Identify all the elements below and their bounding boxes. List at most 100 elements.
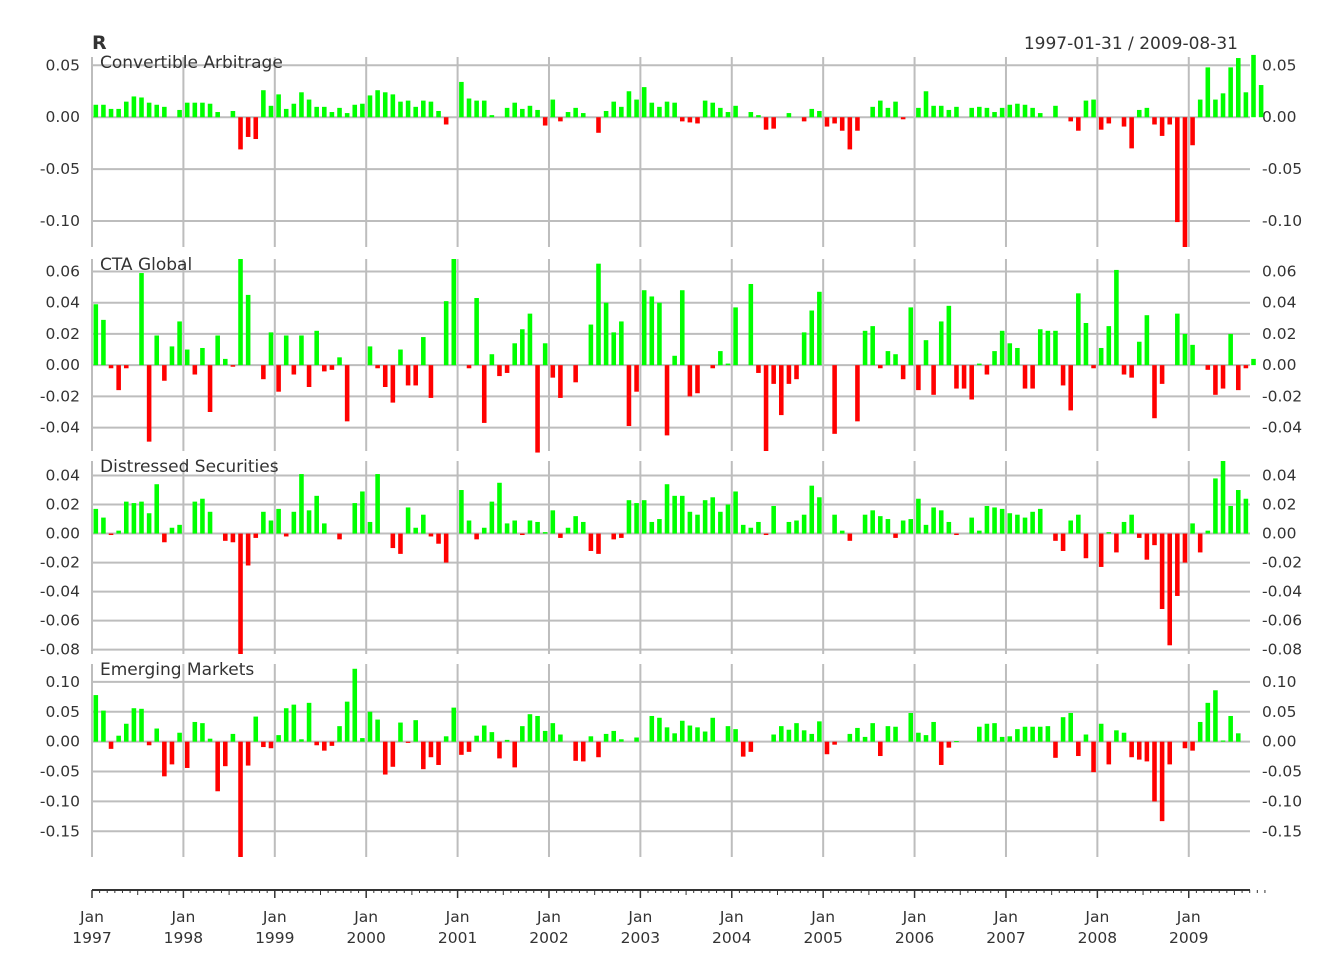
bar — [870, 723, 875, 742]
bar — [1022, 517, 1028, 534]
bar — [809, 733, 815, 742]
bar — [672, 355, 677, 366]
bar — [649, 296, 655, 366]
y-tick-label-right: 0.10 — [1262, 673, 1297, 691]
bar — [238, 117, 243, 150]
bar — [459, 490, 464, 534]
bar — [839, 117, 845, 131]
bar — [1060, 365, 1066, 386]
bar — [657, 302, 662, 366]
bar — [535, 109, 540, 118]
bar — [763, 365, 769, 451]
x-tick-label-month: Jan — [902, 908, 927, 926]
bar — [588, 736, 594, 742]
bar — [885, 519, 891, 534]
bar — [817, 291, 822, 366]
bar — [977, 530, 982, 534]
bar — [679, 290, 685, 366]
bar — [1182, 333, 1188, 366]
bar — [299, 474, 304, 534]
bar — [839, 530, 845, 534]
bar — [344, 365, 350, 422]
bar — [748, 527, 754, 534]
bar — [306, 702, 312, 742]
bar — [146, 513, 152, 534]
bar — [999, 107, 1005, 118]
bar — [101, 319, 106, 366]
bar — [1220, 93, 1226, 118]
bar — [1182, 741, 1188, 749]
bar — [337, 357, 342, 366]
bar — [1243, 365, 1249, 369]
bar — [459, 741, 464, 755]
bar — [908, 519, 914, 534]
panel-title: Distressed Securities — [100, 457, 279, 477]
bar — [1258, 85, 1264, 118]
bar — [718, 511, 723, 534]
bar — [123, 723, 129, 742]
bar — [245, 741, 251, 766]
bar — [398, 533, 403, 554]
bar — [512, 520, 517, 534]
bar — [238, 741, 243, 857]
bar — [352, 668, 358, 742]
bar — [276, 94, 281, 118]
bar — [207, 103, 213, 118]
bar — [1190, 741, 1195, 751]
bar — [1205, 530, 1211, 534]
bar — [1037, 726, 1043, 742]
bar — [817, 721, 822, 742]
bar — [329, 365, 335, 370]
bar — [207, 738, 213, 742]
bar — [1167, 117, 1173, 125]
bar — [360, 103, 365, 118]
bar — [580, 521, 586, 534]
bar — [1106, 326, 1112, 366]
bar — [93, 508, 99, 534]
bar — [832, 741, 837, 745]
bar — [1220, 461, 1226, 534]
bar — [832, 514, 837, 534]
bar — [1228, 333, 1233, 366]
bar — [1083, 734, 1089, 742]
x-tick-label-year: 1997 — [72, 929, 111, 947]
bar — [977, 363, 982, 366]
bar — [603, 302, 609, 366]
bar — [299, 739, 304, 742]
y-tick-label-left: -0.05 — [40, 160, 80, 178]
bar — [946, 305, 952, 366]
panel-title: Emerging Markets — [100, 660, 254, 680]
x-tick-label-year: 2005 — [803, 929, 842, 947]
bar — [634, 99, 639, 118]
y-tick-label-left: 0.02 — [45, 325, 80, 343]
bar — [878, 100, 883, 118]
bar — [634, 503, 639, 534]
bar — [809, 108, 815, 118]
bar — [916, 107, 921, 118]
bar — [367, 95, 373, 118]
bar — [1037, 113, 1043, 118]
bar — [855, 365, 860, 422]
bar — [169, 741, 175, 765]
bar — [725, 504, 731, 534]
bar — [1144, 107, 1150, 118]
bar — [146, 102, 152, 118]
bar — [184, 102, 190, 118]
bar — [809, 310, 815, 366]
bar — [794, 520, 799, 534]
y-tick-label-right: -0.10 — [1262, 212, 1302, 230]
y-tick-label-left: -0.08 — [40, 641, 80, 659]
bar — [946, 741, 952, 748]
bar — [931, 721, 936, 742]
bar — [1243, 92, 1249, 118]
bar — [885, 107, 891, 118]
bar — [1159, 117, 1165, 136]
bar — [992, 507, 997, 534]
bar — [779, 726, 784, 742]
bar — [619, 533, 624, 538]
y-tick-label-right: 0.02 — [1262, 496, 1297, 514]
bar — [565, 527, 571, 534]
date-range: 1997-01-31 / 2009-08-31 — [1024, 34, 1238, 54]
bar — [832, 365, 837, 434]
bar — [672, 495, 677, 534]
